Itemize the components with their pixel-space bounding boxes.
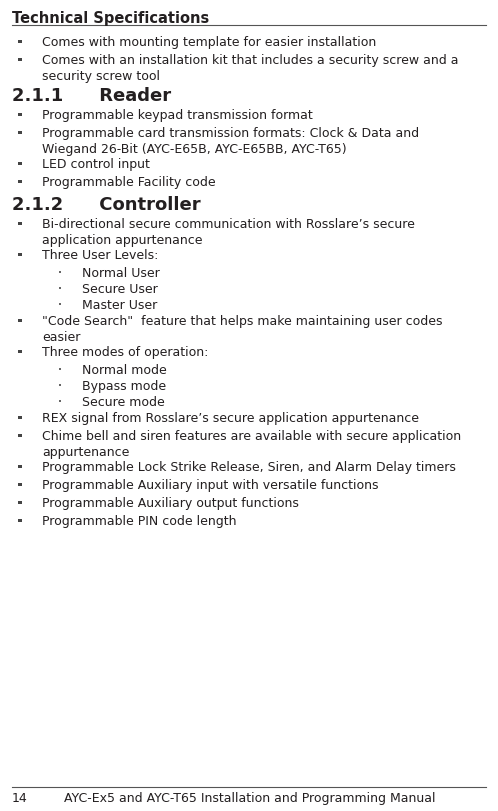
Bar (18, 519, 21, 522)
Bar (18, 131, 21, 135)
Text: Secure mode: Secure mode (82, 396, 165, 409)
Text: Comes with mounting template for easier installation: Comes with mounting template for easier … (42, 36, 376, 49)
Text: LED control input: LED control input (42, 158, 150, 171)
Bar (18, 320, 21, 323)
Text: Programmable Lock Strike Release, Siren, and Alarm Delay timers: Programmable Lock Strike Release, Siren,… (42, 461, 456, 474)
Bar (59, 384, 61, 387)
Bar (18, 501, 21, 504)
Text: Bi-directional secure communication with Rosslare’s secure: Bi-directional secure communication with… (42, 217, 415, 230)
Bar (59, 287, 61, 290)
Text: Bypass mode: Bypass mode (82, 380, 166, 393)
Text: Programmable Facility code: Programmable Facility code (42, 176, 216, 189)
Text: REX signal from Rosslare’s secure application appurtenance: REX signal from Rosslare’s secure applic… (42, 411, 419, 424)
Text: 2.1.2  Controller: 2.1.2 Controller (12, 195, 201, 214)
Text: application appurtenance: application appurtenance (42, 234, 203, 247)
Bar (18, 416, 21, 419)
Text: Secure User: Secure User (82, 283, 158, 296)
Bar (18, 59, 21, 62)
Text: Normal mode: Normal mode (82, 363, 167, 376)
Text: Normal User: Normal User (82, 267, 160, 280)
Bar (18, 350, 21, 354)
Text: Chime bell and siren features are available with secure application: Chime bell and siren features are availa… (42, 430, 461, 443)
Text: Programmable PIN code length: Programmable PIN code length (42, 514, 237, 527)
Text: Programmable Auxiliary output functions: Programmable Auxiliary output functions (42, 496, 299, 509)
Text: Programmable Auxiliary input with versatile functions: Programmable Auxiliary input with versat… (42, 478, 378, 491)
Bar (18, 41, 21, 44)
Text: Programmable keypad transmission format: Programmable keypad transmission format (42, 109, 313, 122)
Bar (18, 223, 21, 225)
Bar (59, 400, 61, 403)
Bar (18, 181, 21, 184)
Bar (18, 254, 21, 257)
Text: security screw tool: security screw tool (42, 70, 160, 83)
Text: Programmable card transmission formats: Clock & Data and: Programmable card transmission formats: … (42, 127, 419, 139)
Bar (59, 271, 61, 274)
Text: 2.1.1  Reader: 2.1.1 Reader (12, 87, 171, 105)
Text: Three User Levels:: Three User Levels: (42, 249, 158, 262)
Bar (18, 163, 21, 166)
Bar (59, 303, 61, 306)
Bar (18, 466, 21, 469)
Bar (18, 435, 21, 438)
Text: Wiegand 26-Bit (AYC-E65B, AYC-E65BB, AYC-T65): Wiegand 26-Bit (AYC-E65B, AYC-E65BB, AYC… (42, 143, 347, 156)
Text: Master User: Master User (82, 298, 157, 311)
Text: 14: 14 (12, 792, 28, 805)
Bar (18, 114, 21, 117)
Text: Technical Specifications: Technical Specifications (12, 11, 209, 26)
Text: Comes with an installation kit that includes a security screw and a: Comes with an installation kit that incl… (42, 54, 459, 67)
Bar (59, 368, 61, 371)
Bar (18, 483, 21, 487)
Text: AYC-Ex5 and AYC-T65 Installation and Programming Manual: AYC-Ex5 and AYC-T65 Installation and Pro… (64, 792, 435, 805)
Text: appurtenance: appurtenance (42, 445, 129, 458)
Text: Three modes of operation:: Three modes of operation: (42, 345, 208, 358)
Text: "Code Search"  feature that helps make maintaining user codes: "Code Search" feature that helps make ma… (42, 315, 443, 328)
Text: easier: easier (42, 331, 80, 344)
